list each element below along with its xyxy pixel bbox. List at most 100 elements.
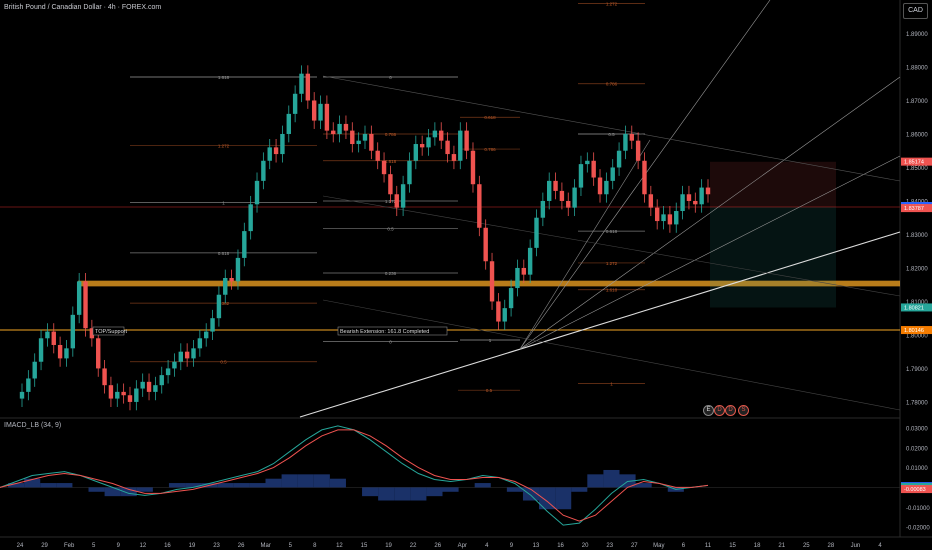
candle-body <box>299 73 304 94</box>
candle-body <box>146 381 152 392</box>
event-dividend-icon[interactable]: D <box>725 405 736 416</box>
candle-body <box>686 194 692 201</box>
event-split-icon[interactable]: S <box>738 405 749 416</box>
annotation-box <box>337 326 448 336</box>
candle-body <box>705 187 711 195</box>
time-tick-label: May <box>653 543 664 549</box>
fib-level-label: 0.5 <box>220 360 227 365</box>
histogram-bar <box>426 487 443 497</box>
time-tick-label: 27 <box>631 543 638 549</box>
candle-body <box>134 388 139 402</box>
candle-body <box>38 338 44 362</box>
candle-body <box>242 231 247 258</box>
candle-body <box>540 200 546 218</box>
candle-body <box>159 375 164 386</box>
candle-body <box>89 328 95 339</box>
candle-body <box>369 133 374 151</box>
histogram-bar <box>603 469 620 488</box>
candle-body <box>324 103 330 131</box>
candle-body <box>102 368 107 386</box>
trend-line <box>519 139 651 350</box>
candle-body <box>680 194 685 212</box>
histogram-bar <box>136 487 153 492</box>
candle-body <box>172 361 177 369</box>
fib-level-label: 0.236 <box>385 271 397 276</box>
indicator-tick-label: 0.03000 <box>906 426 928 432</box>
candle-body <box>311 100 317 121</box>
candle-body <box>419 144 425 148</box>
event-earnings-icon[interactable]: E <box>703 405 714 416</box>
fib-level-label: 1.618 <box>218 75 230 80</box>
candle-body <box>337 123 342 134</box>
time-tick-label: 26 <box>238 543 245 549</box>
candle-body <box>400 184 406 208</box>
candle-body <box>178 351 183 362</box>
trend-line <box>322 299 901 411</box>
fib-level-label: 1 <box>489 338 492 343</box>
candle-body <box>699 187 704 205</box>
fib-level-label: 0.5 <box>608 132 615 137</box>
candle-body <box>32 361 37 379</box>
time-tick-label: 28 <box>828 543 835 549</box>
candle-body <box>356 140 361 145</box>
candle-body <box>553 180 558 191</box>
trend-line <box>519 76 901 350</box>
trend-line <box>299 231 901 418</box>
candle-body <box>451 154 457 161</box>
candle-body <box>502 308 507 322</box>
price-flag <box>901 326 932 335</box>
price-flag <box>901 303 932 312</box>
candle-body <box>292 93 298 114</box>
candle-body <box>547 180 552 201</box>
time-tick-label: 8 <box>313 543 317 549</box>
candle-body <box>45 331 50 339</box>
price-flag-label: 1.85174 <box>904 160 924 166</box>
time-tick-label: 5 <box>92 543 96 549</box>
time-tick-label: 29 <box>41 543 48 549</box>
time-tick-label: 23 <box>606 543 613 549</box>
signal-line <box>0 429 709 522</box>
candle-body <box>648 194 654 208</box>
fib-level-label: 0.786 <box>606 82 618 87</box>
time-tick-label: Feb <box>64 543 75 549</box>
candle-body <box>629 133 634 141</box>
price-tick-label: 1.87000 <box>906 99 928 105</box>
support-band <box>78 280 900 287</box>
candle-body <box>83 281 88 329</box>
fib-level-label: 0 <box>389 340 392 345</box>
candle-body <box>115 391 120 399</box>
currency-button[interactable]: CAD <box>903 3 928 19</box>
fib-level-label: 1.272 <box>606 261 618 266</box>
candle-body <box>559 190 565 201</box>
candle-body <box>470 150 476 185</box>
candle-body <box>343 123 349 131</box>
candle-body <box>127 395 133 402</box>
fib-level-label: 0.5 <box>387 226 394 231</box>
candle-body <box>623 133 628 151</box>
candle-body <box>254 180 260 205</box>
histogram-bar <box>539 487 556 510</box>
candle-body <box>477 184 482 228</box>
candle-body <box>267 147 272 161</box>
fib-level-label: 0.618 <box>484 115 496 120</box>
candle-body <box>439 130 444 141</box>
price-flag-label: 1.80146 <box>904 328 924 334</box>
risk-zone <box>710 161 836 207</box>
histogram-bar <box>474 483 491 488</box>
candle-body <box>667 214 673 225</box>
histogram-bar <box>281 474 298 488</box>
candle-body <box>350 130 355 145</box>
time-tick-label: 6 <box>682 543 686 549</box>
candle-body <box>153 385 158 392</box>
time-tick-label: Mar <box>261 543 271 549</box>
candle-body <box>216 294 222 319</box>
candle-body <box>610 167 615 181</box>
time-tick-label: 16 <box>557 543 564 549</box>
candle-body <box>407 160 412 185</box>
event-dividend-icon[interactable]: D <box>714 405 725 416</box>
histogram-bar <box>88 487 105 492</box>
candle-body <box>413 144 419 161</box>
candle-body <box>496 301 501 322</box>
candle-body <box>305 73 311 101</box>
